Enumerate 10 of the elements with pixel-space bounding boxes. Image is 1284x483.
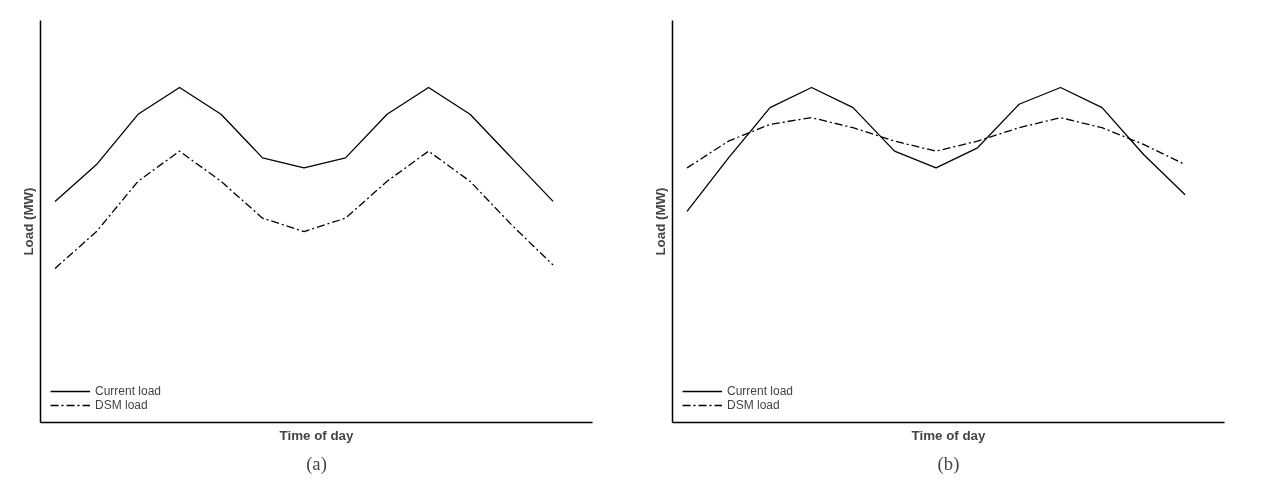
- text: (b): [937, 452, 960, 475]
- legend-label: Current load: [727, 384, 794, 398]
- y-axis-title: Load (MW): [20, 187, 36, 256]
- x-axis-title: Time of day: [911, 427, 986, 443]
- legend-label: DSM load: [95, 398, 148, 412]
- x-axis-title: Time of day: [279, 427, 354, 443]
- text: (a): [306, 452, 327, 475]
- legend-label: Current load: [95, 384, 162, 398]
- legend-label: DSM load: [727, 398, 780, 412]
- y-axis-title: Load (MW): [652, 187, 668, 256]
